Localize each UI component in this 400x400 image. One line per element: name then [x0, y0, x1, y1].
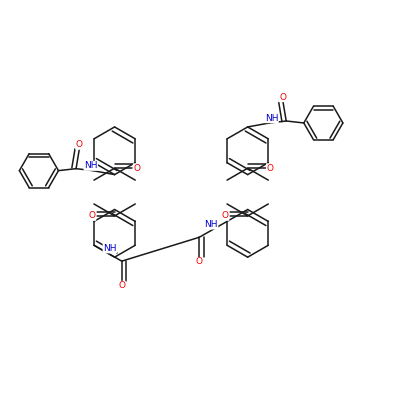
Text: O: O — [133, 164, 140, 173]
Text: NH: NH — [265, 114, 278, 123]
Text: O: O — [118, 281, 125, 290]
Text: O: O — [196, 258, 203, 266]
Text: O: O — [222, 211, 229, 220]
Text: NH: NH — [204, 220, 218, 229]
Text: O: O — [266, 164, 274, 173]
Text: O: O — [280, 93, 286, 102]
Text: O: O — [89, 211, 96, 220]
Text: NH: NH — [84, 161, 98, 170]
Text: O: O — [76, 140, 83, 149]
Text: NH: NH — [103, 244, 116, 253]
